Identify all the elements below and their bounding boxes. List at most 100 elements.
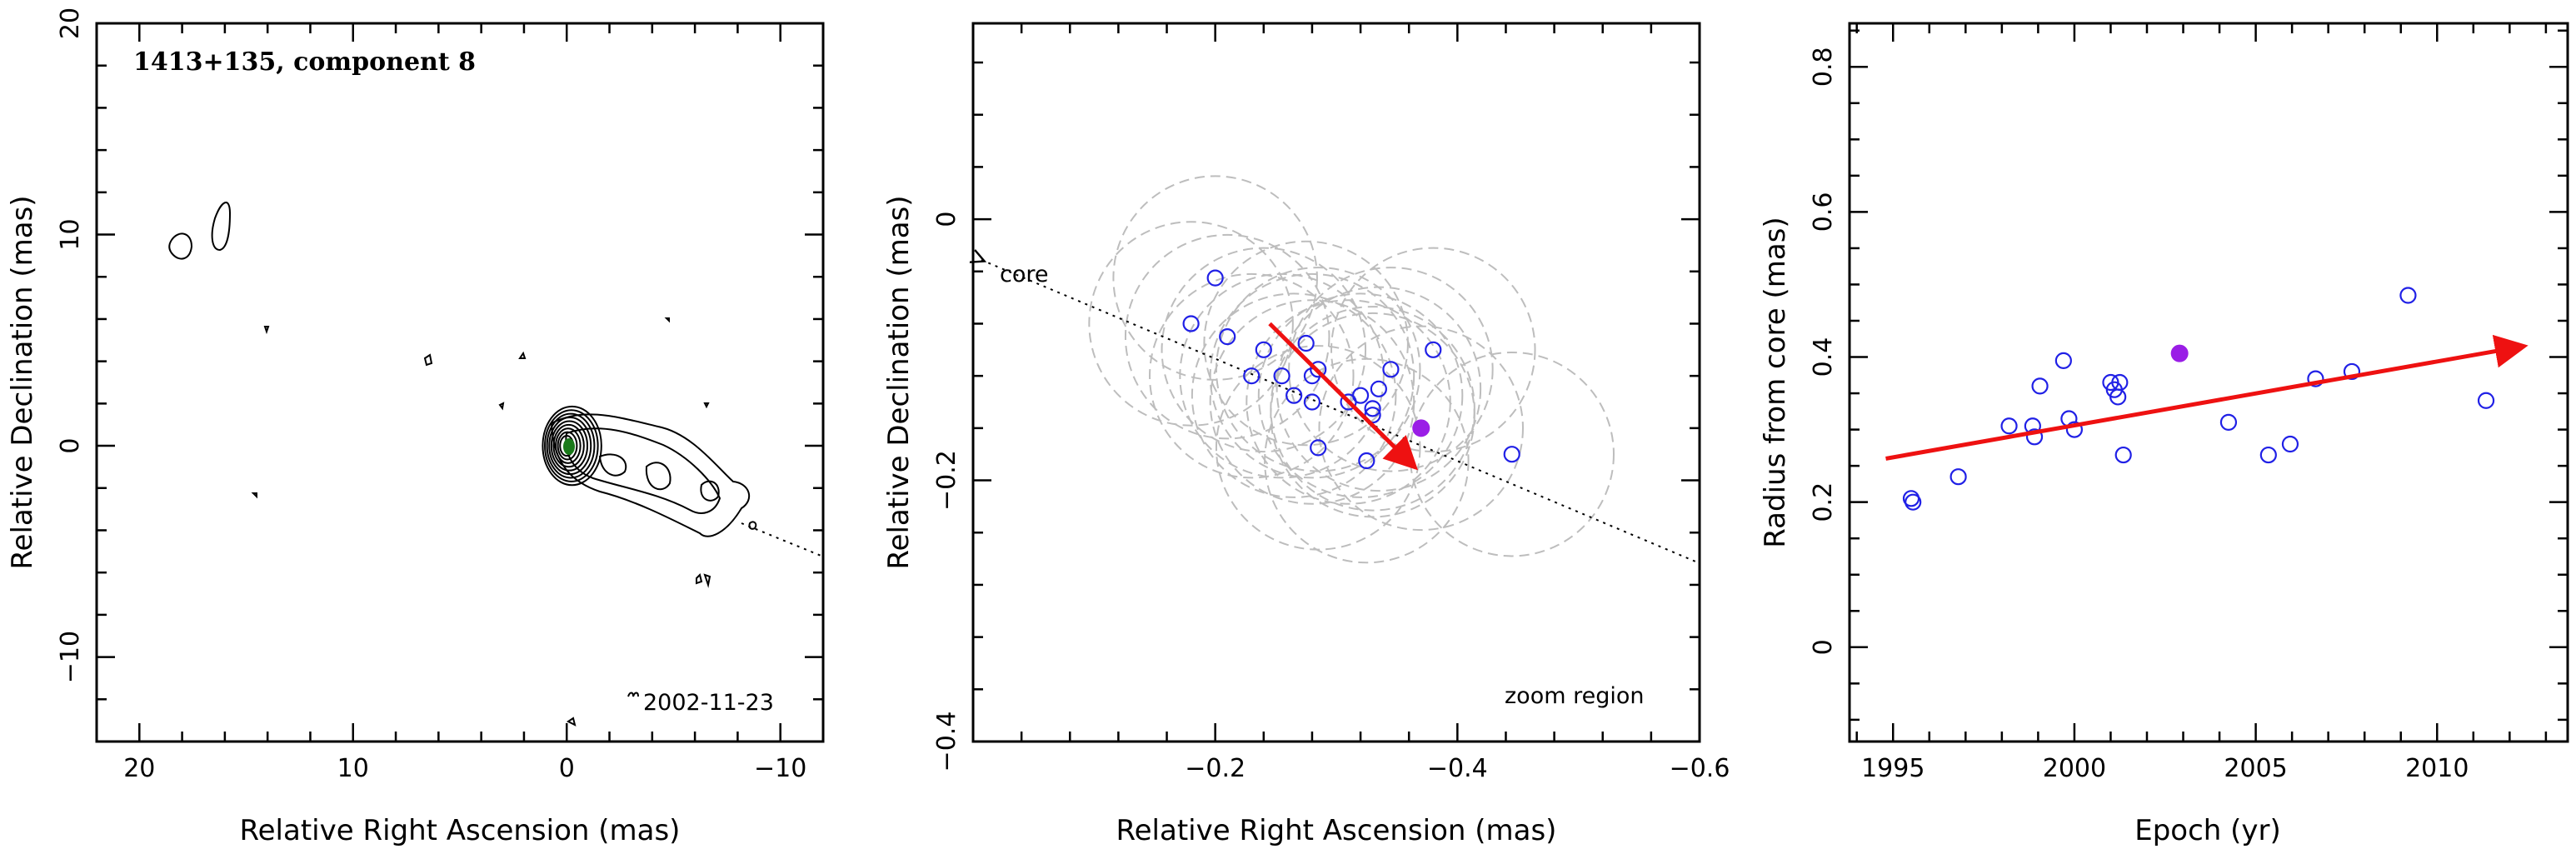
data-point [1219,328,1236,346]
core-contour [550,420,589,472]
panel-3-ticks: 1995 2000 2005 2010 0 0.2 0.4 0.6 0.8 [1809,23,2568,783]
data-point [2025,428,2044,446]
y-tick-label: 0.2 [1809,482,1838,522]
data-point [2000,417,2018,435]
data-point [2114,446,2132,464]
jet-contour-3 [598,453,627,477]
data-point [2065,421,2084,438]
jet-outer-contour [550,413,751,537]
core-contour [546,412,596,479]
x-tick-label: −0.4 [1427,754,1488,783]
date-mark-glyph [627,692,639,697]
data-point [1358,452,1375,470]
data-point [2399,287,2417,304]
core-contour [552,423,585,468]
panel-2-jet-axis [981,260,1700,564]
data-point [1303,393,1321,411]
uncertainty-circle [1330,247,1536,453]
x-tick-label: 1995 [1861,754,1925,783]
y-tick-label: −0.4 [932,712,961,772]
y-tick-label: 0.4 [1809,337,1838,377]
data-point [2031,377,2049,395]
panel-3-frame [1848,22,2569,743]
y-tick-label: 0 [932,212,961,227]
y-tick-label: −0.2 [932,450,961,511]
y-tick-label: −10 [56,631,85,683]
data-point [2307,370,2324,387]
data-point [1286,387,1303,404]
panel-1-ylabel: Relative Declination (mas) [6,195,39,569]
core-contours [542,405,602,487]
panel-1: 20 10 0 −10 −10 0 10 20 1413+135, component 8 R… [6,7,825,847]
y-tick-label: 0 [1809,639,1838,655]
uncertainty-circle [1124,233,1330,440]
data-point [1206,269,1224,287]
panel-2: −0.2 −0.4 −0.6 −0.4 −0.2 0 Relative Right Asc… [882,22,1730,847]
core-contour [555,427,582,464]
x-tick-label: −10 [754,754,806,783]
uncertainty-circle [1112,175,1318,381]
contour-speck-8 [696,573,711,588]
data-point [1425,341,1442,358]
highlight-point [2170,344,2189,362]
contour-speck-10 [567,717,577,727]
contour-speck-7 [664,317,670,323]
data-point [1255,341,1272,358]
core-contour [542,405,602,487]
uncertainty-circle [1264,357,1470,564]
trend-arrow [1885,334,2529,461]
data-point [2219,413,2238,431]
zoom-label: zoom region [1505,683,1644,709]
data-point [2111,373,2129,392]
contour-speck-1 [263,326,270,335]
x-tick-label: 10 [337,754,369,783]
data-point [1310,361,1327,378]
core-peak [563,438,575,455]
panel-1-ticks: 20 10 0 −10 −10 0 10 20 [56,7,825,783]
contour-blob-2 [211,202,232,252]
x-tick-label: 2010 [2405,754,2469,783]
panel-3-xlabel: Epoch (yr) [2134,814,2281,847]
contour-blob-1 [168,232,193,260]
contour-speck-9 [748,521,757,530]
contour-speck-4 [498,402,505,411]
x-tick-label: 0 [559,754,575,783]
data-point [1370,380,1387,397]
panel-2-points [1182,269,1520,471]
panel-2-frame [971,22,1701,743]
data-point [2343,362,2361,381]
uncertainty-circle [1209,272,1415,479]
contour-map [168,202,757,727]
uncertainty-circle [1288,267,1494,472]
y-tick-label: 0.8 [1809,47,1838,87]
uncertainty-circle [1149,272,1355,479]
data-point [2281,435,2299,453]
highlight-point [1412,419,1430,437]
data-point [1905,493,1922,511]
uncertainty-circle [1318,325,1524,532]
data-point [1351,387,1370,404]
panel-3-points [1885,287,2529,511]
x-tick-label: −0.6 [1670,754,1730,783]
panel-3-ylabel: Radius from core (mas) [1759,217,1792,547]
y-tick-label: 10 [56,218,85,250]
data-point [1273,367,1290,385]
data-point [1297,334,1315,352]
uncertainty-circle [1088,221,1294,427]
core-label: core [1000,262,1048,287]
y-tick-label: 20 [56,7,85,39]
uncertainty-circle [1161,247,1367,453]
data-point [2477,392,2495,409]
motion-arrow [1268,322,1419,471]
uncertainty-circle [1276,286,1482,492]
contour-speck-2 [423,353,433,367]
panel-2-xlabel: Relative Right Ascension (mas) [1116,814,1557,847]
uncertainty-circle [1257,292,1464,498]
data-point [2054,352,2072,369]
data-point [1503,446,1520,463]
panel-3: 1995 2000 2005 2010 0 0.2 0.4 0.6 0.8 Epoch (yr)… [1759,22,2569,847]
x-tick-label: 2005 [2224,754,2287,783]
panel-1-frame [95,22,825,743]
contour-speck-3 [518,351,527,359]
